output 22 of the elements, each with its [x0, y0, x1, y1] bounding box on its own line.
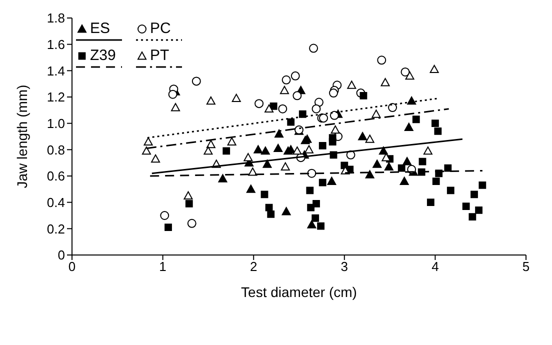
y-tick-label: 1.0 [46, 116, 65, 131]
x-tick-label: 2 [250, 259, 258, 274]
y-tick-label: 1.8 [46, 10, 65, 26]
legend-label: ES [90, 20, 110, 37]
x-tick-label: 0 [68, 259, 76, 274]
x-tick-label: 1 [159, 259, 166, 274]
y-tick-label: 1.6 [46, 36, 65, 52]
y-tick-label: 1.2 [46, 90, 65, 105]
y-tick-label: 0.4 [46, 194, 65, 210]
legend-label: PC [150, 20, 171, 37]
y-tick-label: 1.4 [46, 63, 65, 78]
x-tick-label: 5 [522, 259, 530, 274]
x-tick-label: 4 [432, 259, 439, 274]
x-tick-label: 3 [340, 259, 348, 274]
y-tick-label: 0 [58, 248, 65, 263]
y-tick-label: 0.8 [46, 142, 65, 158]
legend-label: PT [150, 47, 170, 64]
x-axis-title: Test diameter (cm) [241, 284, 357, 300]
y-axis-title: Jaw length (mm) [14, 84, 30, 188]
y-tick-label: 0.6 [46, 168, 65, 184]
legend-label: Z39 [90, 47, 116, 64]
y-tick-label: 0.2 [46, 221, 65, 236]
